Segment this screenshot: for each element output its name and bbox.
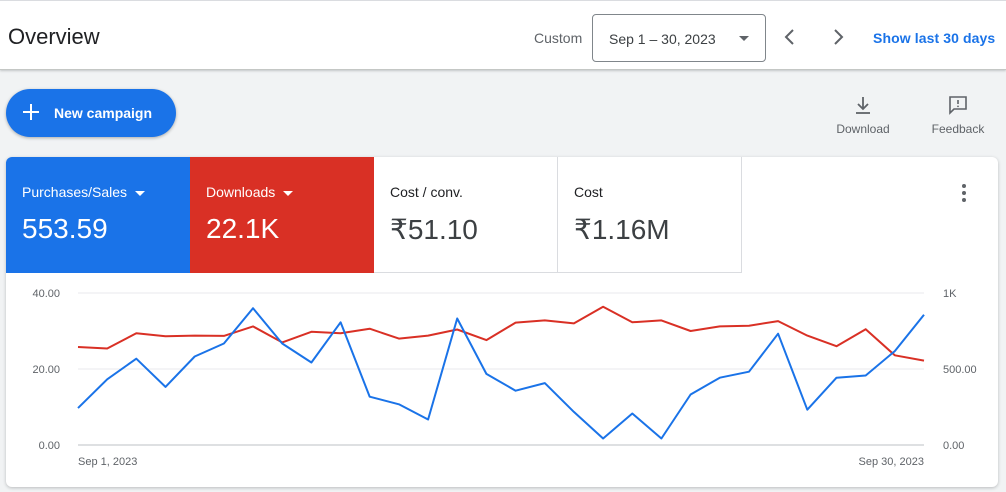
chevron-left-icon[interactable] xyxy=(778,25,802,49)
metric-downloads[interactable]: Downloads 22.1K xyxy=(190,157,374,273)
series-line-purchases-sales xyxy=(77,307,925,440)
y-left-tick-label: 40.00 xyxy=(32,288,60,300)
y-right-tick-label: 0.00 xyxy=(943,440,964,452)
x-tick-label: Sep 30, 2023 xyxy=(859,456,924,468)
custom-label: Custom xyxy=(534,30,583,46)
x-tick-label: Sep 1, 2023 xyxy=(78,456,137,468)
download-icon xyxy=(856,97,870,114)
new-campaign-button[interactable]: New campaign xyxy=(6,89,176,137)
metric-cost[interactable]: Cost ₹1.16M xyxy=(558,157,742,273)
y-right-tick-label: 1K xyxy=(943,288,957,300)
top-bar: Overview Custom Sep 1 – 30, 2023 Show la… xyxy=(0,0,1006,70)
dropdown-caret-icon xyxy=(283,190,294,196)
metric-cost-per-conv[interactable]: Cost / conv. ₹51.10 xyxy=(374,157,558,273)
metric-value: ₹51.10 xyxy=(390,214,478,245)
metric-name: Cost / conv. xyxy=(390,184,463,200)
series-line-downloads xyxy=(77,305,925,362)
metric-value: 553.59 xyxy=(22,213,108,244)
more-options-icon[interactable] xyxy=(952,181,976,205)
y-right-tick-label: 500.00 xyxy=(943,364,977,376)
metric-value: ₹1.16M xyxy=(574,214,670,245)
feedback-label: Feedback xyxy=(931,122,985,136)
chevron-right-icon[interactable] xyxy=(826,25,850,49)
dropdown-caret-icon xyxy=(739,36,749,41)
feedback-button[interactable]: Feedback xyxy=(923,94,993,136)
performance-line-chart: 0.00 0.00 20.00 500.00 40.00 1K Sep 1, 2023 Sep… xyxy=(32,288,977,468)
dropdown-caret-icon xyxy=(135,190,146,196)
plus-icon xyxy=(23,104,39,120)
metric-name: Cost xyxy=(574,184,603,200)
new-campaign-label: New campaign xyxy=(54,105,153,121)
y-left-tick-label: 20.00 xyxy=(32,364,60,376)
metric-value: 22.1K xyxy=(206,213,280,244)
date-range-select[interactable]: Sep 1 – 30, 2023 xyxy=(592,14,766,62)
feedback-icon xyxy=(949,96,967,115)
metric-name: Downloads xyxy=(206,184,276,200)
y-left-tick-label: 0.00 xyxy=(39,440,60,452)
page-title: Overview xyxy=(8,24,100,49)
show-last-30-days-link[interactable]: Show last 30 days xyxy=(873,30,996,46)
metric-purchases-sales[interactable]: Purchases/Sales 553.59 xyxy=(6,157,190,273)
date-range-value: Sep 1 – 30, 2023 xyxy=(609,31,716,47)
download-label: Download xyxy=(836,122,890,136)
download-button[interactable]: Download xyxy=(828,94,898,136)
performance-card: Purchases/Sales 553.59 Downloads 22.1K C… xyxy=(6,157,998,487)
metric-name: Purchases/Sales xyxy=(22,184,128,200)
